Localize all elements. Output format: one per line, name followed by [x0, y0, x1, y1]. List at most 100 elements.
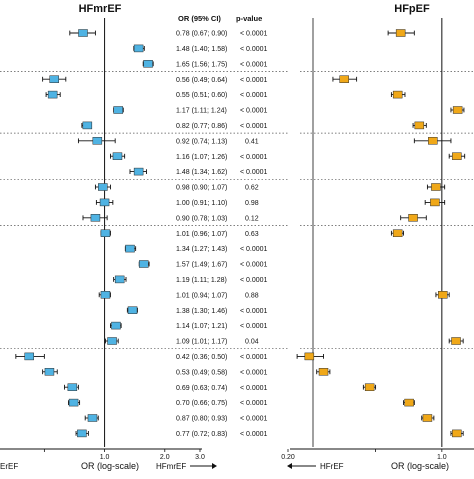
or-ci-text: 0.82 (0.77; 0.86) — [176, 123, 227, 130]
direction-label-left: ErEF — [0, 462, 18, 471]
or-ci-text: 1.34 (1.27; 1.43) — [176, 246, 227, 253]
point-estimate-marker — [78, 29, 88, 37]
x-tick-label: 0.20 — [281, 454, 295, 461]
point-estimate-marker — [82, 121, 93, 130]
data-row — [75, 429, 89, 438]
or-ci-text: 0.77 (0.72; 0.83) — [176, 431, 227, 438]
point-estimate-marker — [24, 352, 34, 361]
point-estimate-marker — [318, 368, 329, 376]
data-row — [104, 337, 119, 345]
data-row — [113, 275, 127, 284]
data-row — [124, 244, 137, 253]
or-ci-text: 0.56 (0.49; 0.64) — [176, 77, 227, 84]
or-ci-text: 1.01 (0.94; 1.07) — [176, 292, 227, 299]
or-ci-text: 0.90 (0.78; 1.03) — [176, 215, 227, 222]
direction-label-left: HFrEF — [320, 462, 344, 471]
or-ci-text: 1.00 (0.91; 1.10) — [176, 200, 227, 207]
p-value-text: < 0.0001 — [240, 92, 268, 99]
data-row — [15, 352, 45, 361]
point-estimate-marker — [67, 383, 78, 391]
point-estimate-marker — [452, 106, 463, 114]
point-estimate-marker — [143, 60, 153, 68]
point-estimate-marker — [107, 337, 117, 345]
data-row — [316, 368, 331, 376]
point-estimate-marker — [451, 337, 461, 345]
point-estimate-marker — [113, 106, 123, 114]
point-estimate-marker — [47, 90, 58, 99]
or-ci-text: 1.14 (1.07; 1.21) — [176, 323, 227, 330]
data-row — [45, 90, 61, 99]
point-estimate-marker — [100, 291, 111, 299]
data-row — [142, 60, 154, 68]
point-estimate-marker — [414, 121, 425, 130]
data-row — [138, 260, 150, 268]
p-value-text: < 0.0001 — [240, 123, 268, 130]
data-row — [450, 106, 465, 114]
data-row — [426, 183, 446, 191]
p-value-text: < 0.0001 — [240, 277, 268, 284]
point-estimate-marker — [92, 137, 103, 145]
p-value-text: < 0.0001 — [240, 369, 268, 376]
data-row — [403, 398, 415, 407]
p-value-text: < 0.0001 — [240, 262, 268, 269]
point-estimate-marker — [127, 306, 138, 314]
point-estimate-marker — [111, 321, 121, 330]
p-value-text: < 0.0001 — [240, 77, 268, 84]
p-value-text: < 0.0001 — [240, 154, 268, 161]
point-estimate-marker — [90, 214, 101, 222]
data-row — [63, 383, 79, 391]
data-row — [126, 306, 138, 314]
point-estimate-marker — [395, 29, 406, 37]
p-value-text: < 0.0001 — [240, 61, 268, 68]
point-estimate-marker — [430, 198, 440, 207]
data-row — [84, 414, 99, 422]
point-estimate-marker — [133, 44, 144, 53]
p-value-text: 0.04 — [245, 339, 259, 346]
point-estimate-marker — [428, 137, 438, 145]
or-ci-text: 0.53 (0.49; 0.58) — [176, 369, 227, 376]
x-tick-label: 1.0 — [100, 454, 110, 461]
p-value-text: < 0.0001 — [240, 46, 268, 53]
data-row — [421, 414, 435, 422]
point-estimate-marker — [452, 152, 462, 160]
data-row — [448, 152, 466, 160]
point-estimate-marker — [422, 414, 433, 422]
point-estimate-marker — [100, 229, 111, 237]
p-value-text: < 0.0001 — [240, 308, 268, 315]
or-ci-text: 1.48 (1.34; 1.62) — [176, 169, 227, 176]
data-row — [98, 291, 111, 299]
x-tick-label: 1.0 — [437, 454, 447, 461]
or-ci-text: 0.70 (0.66; 0.75) — [176, 400, 227, 407]
or-ci-text: 0.69 (0.63; 0.74) — [176, 385, 227, 392]
point-estimate-marker — [404, 398, 414, 407]
p-value-text: 0.62 — [245, 185, 259, 192]
data-row — [129, 167, 147, 176]
p-value-text: < 0.0001 — [240, 431, 268, 438]
p-value-text: < 0.0001 — [240, 31, 268, 38]
direction-arrow-head — [212, 463, 217, 469]
p-value-text: < 0.0001 — [240, 385, 268, 392]
data-row — [100, 229, 111, 237]
data-row — [413, 137, 452, 145]
point-estimate-marker — [339, 75, 349, 83]
data-row — [332, 75, 358, 83]
p-value-text: < 0.0001 — [240, 108, 268, 115]
data-row — [42, 368, 58, 376]
data-row — [133, 44, 145, 53]
point-estimate-marker — [77, 429, 87, 438]
point-estimate-marker — [392, 90, 403, 99]
point-estimate-marker — [408, 214, 418, 222]
data-row — [435, 291, 450, 299]
direction-label-right: HFmrEF — [156, 462, 186, 471]
p-value-text: < 0.0001 — [240, 169, 268, 176]
data-row — [390, 229, 405, 237]
or-ci-text: 1.16 (1.07; 1.26) — [176, 154, 227, 161]
data-row — [387, 29, 415, 37]
p-value-text: < 0.0001 — [240, 246, 268, 253]
or-ci-text: 1.19 (1.11; 1.28) — [176, 277, 227, 284]
p-value-text: 0.98 — [245, 200, 259, 207]
data-row — [94, 183, 111, 191]
x-axis-label: OR (log-scale) — [81, 461, 139, 471]
